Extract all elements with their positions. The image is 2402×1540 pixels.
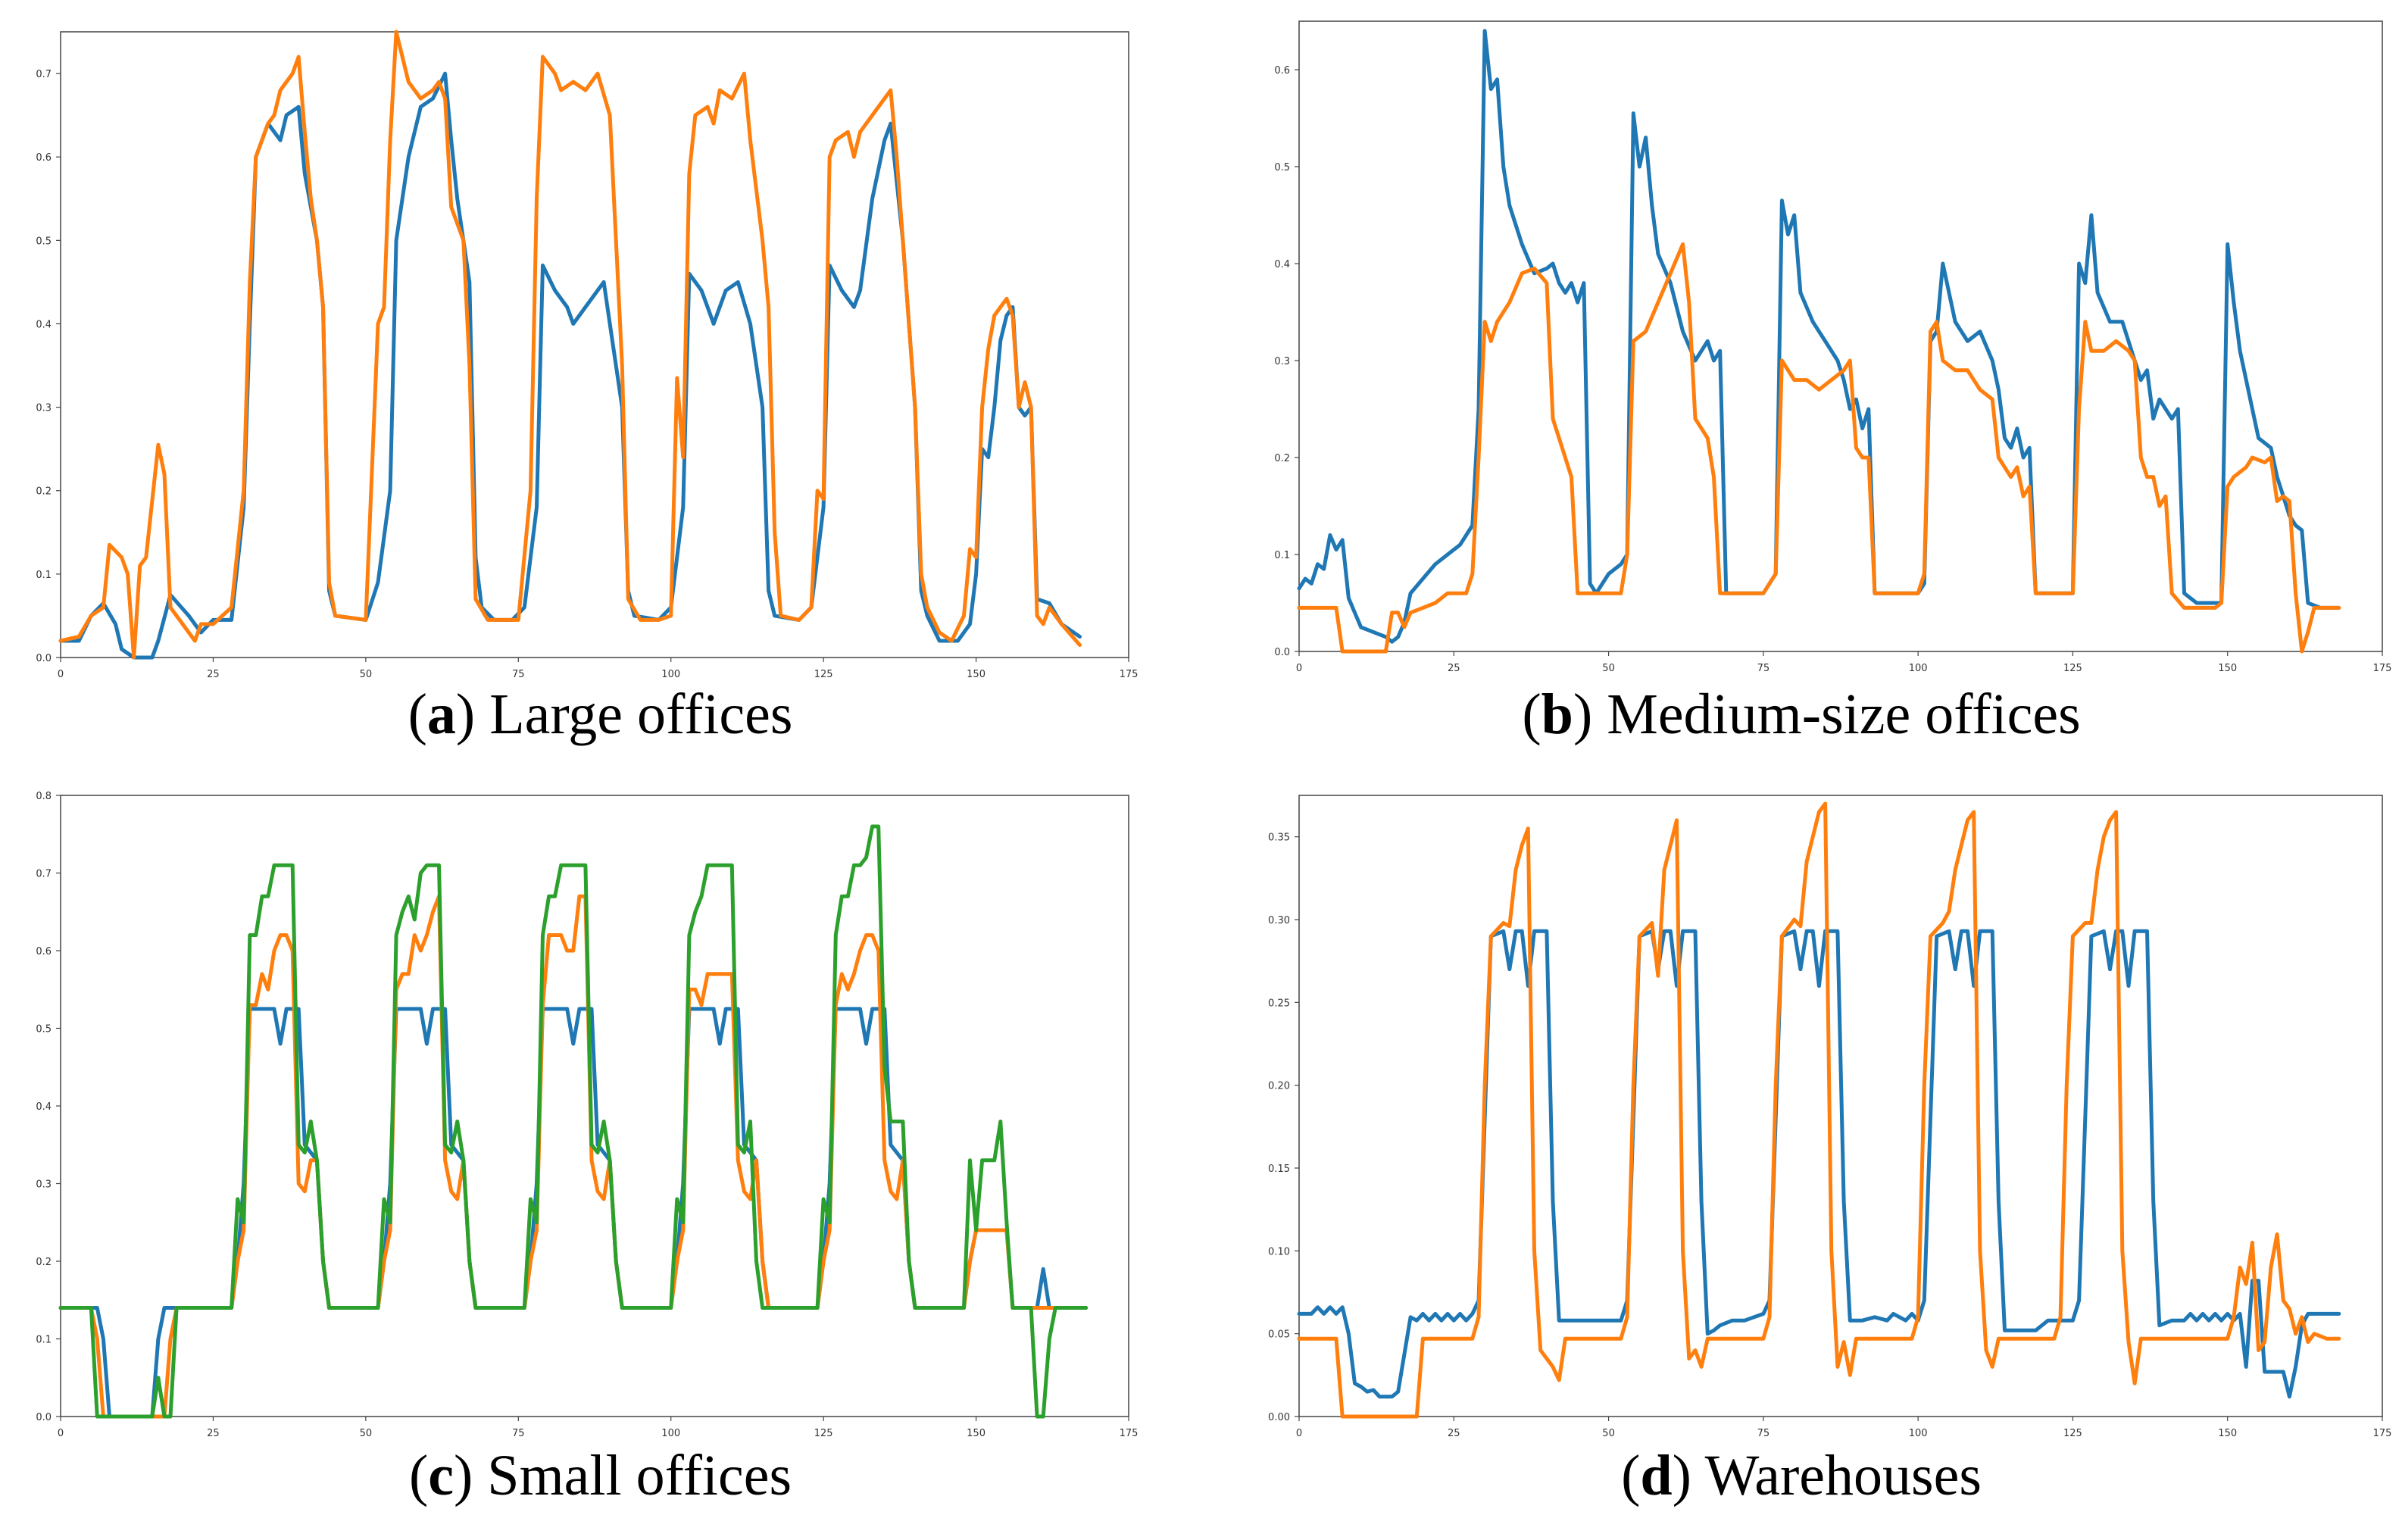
x-tick-label: 0 [1296,1428,1302,1439]
x-tick-label: 75 [1757,663,1770,674]
y-tick-label: 0.15 [1268,1164,1290,1175]
series-line-blue [1297,929,2341,1399]
plot-frame [1298,795,2383,1417]
y-tick-label: 0.0 [36,653,52,664]
x-tick-label: 150 [967,1428,985,1439]
series-line-green [58,824,1089,1419]
x-tick-label: 150 [967,669,985,680]
y-tick-label: 0.2 [1274,453,1290,464]
x-tick-label: 175 [1120,1428,1139,1439]
x-tick-label: 25 [207,669,220,680]
y-tick-label: 0.05 [1268,1329,1290,1341]
y-tick-label: 0.7 [36,69,52,80]
y-tick-label: 0.7 [36,869,52,880]
caption-b: (b) Medium-size offices [1522,683,2081,746]
x-tick-label: 25 [1448,663,1460,674]
y-tick-label: 0.1 [36,1335,52,1346]
x-tick-label: 125 [814,669,833,680]
y-tick-label: 0.00 [1268,1412,1290,1423]
y-tick-label: 0.3 [36,1179,52,1191]
chart-b-svg: 0 25 50 75 100 125 150 175 0.0 0.1 0.2 0.3 0.4 0.5 0.6 [1274,20,2392,674]
chart-panel-b: 0 25 50 75 100 125 150 175 0.0 0.1 0.2 0.3 0.4 0.5 0.6… [1201,0,2402,765]
y-tick-label: 0.4 [36,1101,52,1113]
x-tick-label: 0 [1296,663,1302,674]
y-tick-label: 0.20 [1268,1081,1290,1092]
y-tick-label: 0.2 [36,486,52,498]
x-tick-label: 75 [512,1428,525,1439]
x-tick-label: 175 [2373,1428,2392,1439]
series-line-orange [1297,801,2341,1419]
caption-d: (d) Warehouses [1621,1444,1982,1507]
caption-a: (a) Large offices [408,683,793,746]
y-tick-label: 0.10 [1268,1246,1290,1257]
caption-c: (c) Small offices [408,1444,792,1507]
x-tick-label: 125 [814,1428,833,1439]
y-tick-label: 0.6 [36,946,52,957]
series-line-orange [58,30,1082,660]
y-tick-label: 0.6 [36,152,52,164]
chart-c-svg: 0 25 50 75 100 125 150 175 0.0 0.1 0.2 0.3 0.4 0.5 0.6… [36,791,1139,1439]
series-line-blue [58,1007,1089,1419]
x-tick-label: 150 [2218,1428,2237,1439]
y-tick-label: 0.5 [1274,162,1290,173]
chart-panel-d: 0 25 50 75 100 125 150 175 0.00 0.05 0.10 0.15 0.20 0… [1201,773,2402,1540]
x-tick-label: 25 [1448,1428,1460,1439]
x-tick-label: 100 [661,1428,680,1439]
x-tick-label: 50 [1602,1428,1615,1439]
y-tick-label: 0.1 [1274,550,1290,561]
x-tick-label: 150 [2218,663,2237,674]
y-tick-label: 0.1 [36,570,52,581]
series-line-orange [1297,242,2341,654]
x-tick-label: 100 [1909,1428,1928,1439]
chart-panel-a: 0 25 50 75 100 125 150 175 0.0 0.1 0.2 0.3 0.4 0.5 0.6… [0,0,1201,765]
x-tick-label: 125 [2063,663,2082,674]
x-tick-label: 0 [58,1428,64,1439]
x-tick-label: 125 [2063,1428,2082,1439]
y-tick-label: 0.5 [36,236,52,247]
y-tick-label: 0.8 [36,791,52,802]
y-tick-label: 0.35 [1268,832,1290,844]
y-tick-label: 0.3 [36,403,52,414]
plot-frame [1298,20,2383,652]
x-tick-label: 50 [360,669,373,680]
y-tick-label: 0.2 [36,1257,52,1268]
x-tick-label: 100 [661,669,680,680]
x-tick-label: 175 [2373,663,2392,674]
y-tick-label: 0.4 [36,319,52,330]
y-tick-label: 0.0 [1274,647,1290,658]
x-tick-label: 0 [58,669,64,680]
x-tick-label: 50 [1602,663,1615,674]
y-tick-label: 0.3 [1274,356,1290,367]
y-tick-label: 0.30 [1268,915,1290,926]
y-tick-label: 0.25 [1268,998,1290,1009]
x-tick-label: 75 [512,669,525,680]
y-tick-label: 0.4 [1274,259,1290,270]
y-tick-label: 0.6 [1274,65,1290,77]
y-tick-label: 0.0 [36,1412,52,1423]
series-line-blue [1297,29,2341,644]
x-tick-label: 50 [360,1428,373,1439]
x-tick-label: 175 [1120,669,1139,680]
chart-panel-c: 0 25 50 75 100 125 150 175 0.0 0.1 0.2 0.3 0.4 0.5 0.6… [0,773,1201,1540]
y-tick-label: 0.5 [36,1024,52,1036]
x-tick-label: 25 [207,1428,220,1439]
series-line-orange [58,894,1089,1419]
x-tick-label: 100 [1909,663,1928,674]
x-tick-label: 75 [1757,1428,1770,1439]
chart-a-svg: 0 25 50 75 100 125 150 175 0.0 0.1 0.2 0.3 0.4 0.5 0.6… [36,30,1139,680]
plot-frame [60,31,1129,658]
chart-d-svg: 0 25 50 75 100 125 150 175 0.00 0.05 0.10 0.15 0.20 0… [1268,795,2392,1439]
series-line-blue [58,71,1082,660]
